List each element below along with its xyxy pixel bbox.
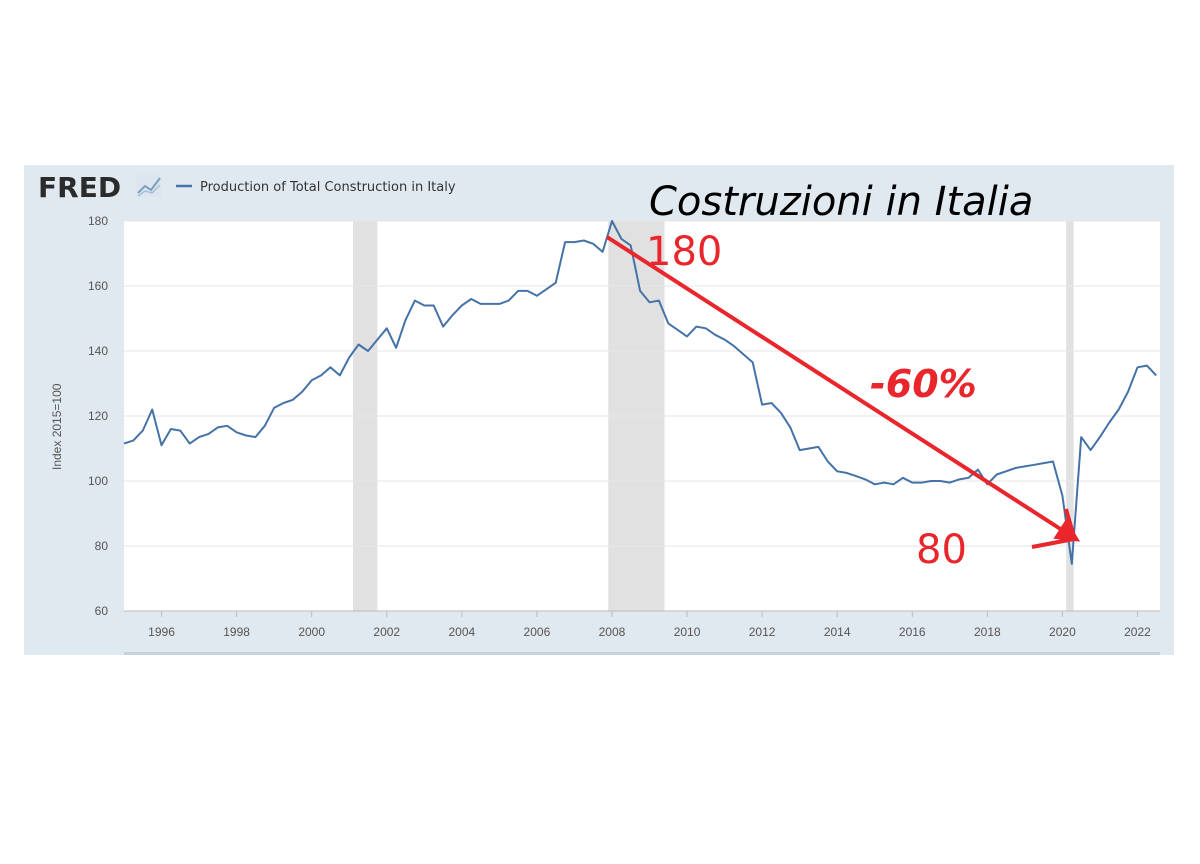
- x-tick-label-2022: 2022: [1124, 625, 1151, 639]
- x-tick-label-2020: 2020: [1049, 625, 1076, 639]
- y-axis-ticks: 180 160 140 120 100 80 60: [88, 214, 108, 618]
- x-tick-label-2002: 2002: [373, 625, 400, 639]
- x-tick-label-2000: 2000: [298, 625, 325, 639]
- annotation-arrow-tick: [1031, 537, 1075, 549]
- annotation-arrow-main: [605, 235, 1081, 542]
- x-tick-label-2010: 2010: [674, 625, 701, 639]
- x-tick-label-2006: 2006: [524, 625, 551, 639]
- x-tick-label-1996: 1996: [148, 625, 175, 639]
- y-tick-label-100: 100: [88, 474, 108, 488]
- annotation-arrow-tick-2: [1064, 508, 1076, 538]
- y-tick-label-160: 160: [88, 279, 108, 293]
- y-tick-label-180: 180: [88, 214, 108, 228]
- legend-label: Production of Total Construction in Ital…: [200, 180, 456, 195]
- line-chart-icon: [136, 175, 162, 197]
- y-axis-label: Index 2015=100: [50, 383, 64, 470]
- annotation-headline: Costruzioni in Italia: [649, 179, 1033, 225]
- x-tick-label-1998: 1998: [223, 625, 250, 639]
- x-tick-label-2014: 2014: [824, 625, 851, 639]
- y-tick-label-60: 60: [95, 604, 109, 618]
- annotation-low-value: 80: [916, 527, 967, 573]
- gridlines: [124, 220, 1160, 612]
- y-tick-label-120: 120: [88, 409, 108, 423]
- annotation-change: -60%: [870, 362, 977, 406]
- annotation-high-value: 180: [646, 229, 722, 275]
- chart-frame: 180 160 140 120 100 80 60 1996 1998 2000 2002 2004…: [24, 165, 1174, 655]
- x-axis-ticks: 1996 1998 2000 2002 2004 2006 2008 2010 2012 2014…: [148, 611, 1151, 639]
- x-tick-label-2016: 2016: [899, 625, 926, 639]
- fred-logo: FRED: [38, 171, 121, 204]
- x-tick-label-2018: 2018: [974, 625, 1001, 639]
- y-tick-label-140: 140: [88, 344, 108, 358]
- x-tick-label-2004: 2004: [448, 625, 475, 639]
- range-slider[interactable]: [124, 652, 1160, 655]
- x-tick-label-2008: 2008: [599, 625, 626, 639]
- y-tick-label-80: 80: [95, 539, 109, 553]
- x-tick-label-2012: 2012: [749, 625, 776, 639]
- chart: 180 160 140 120 100 80 60 1996 1998 2000 2002 2004…: [38, 171, 1160, 655]
